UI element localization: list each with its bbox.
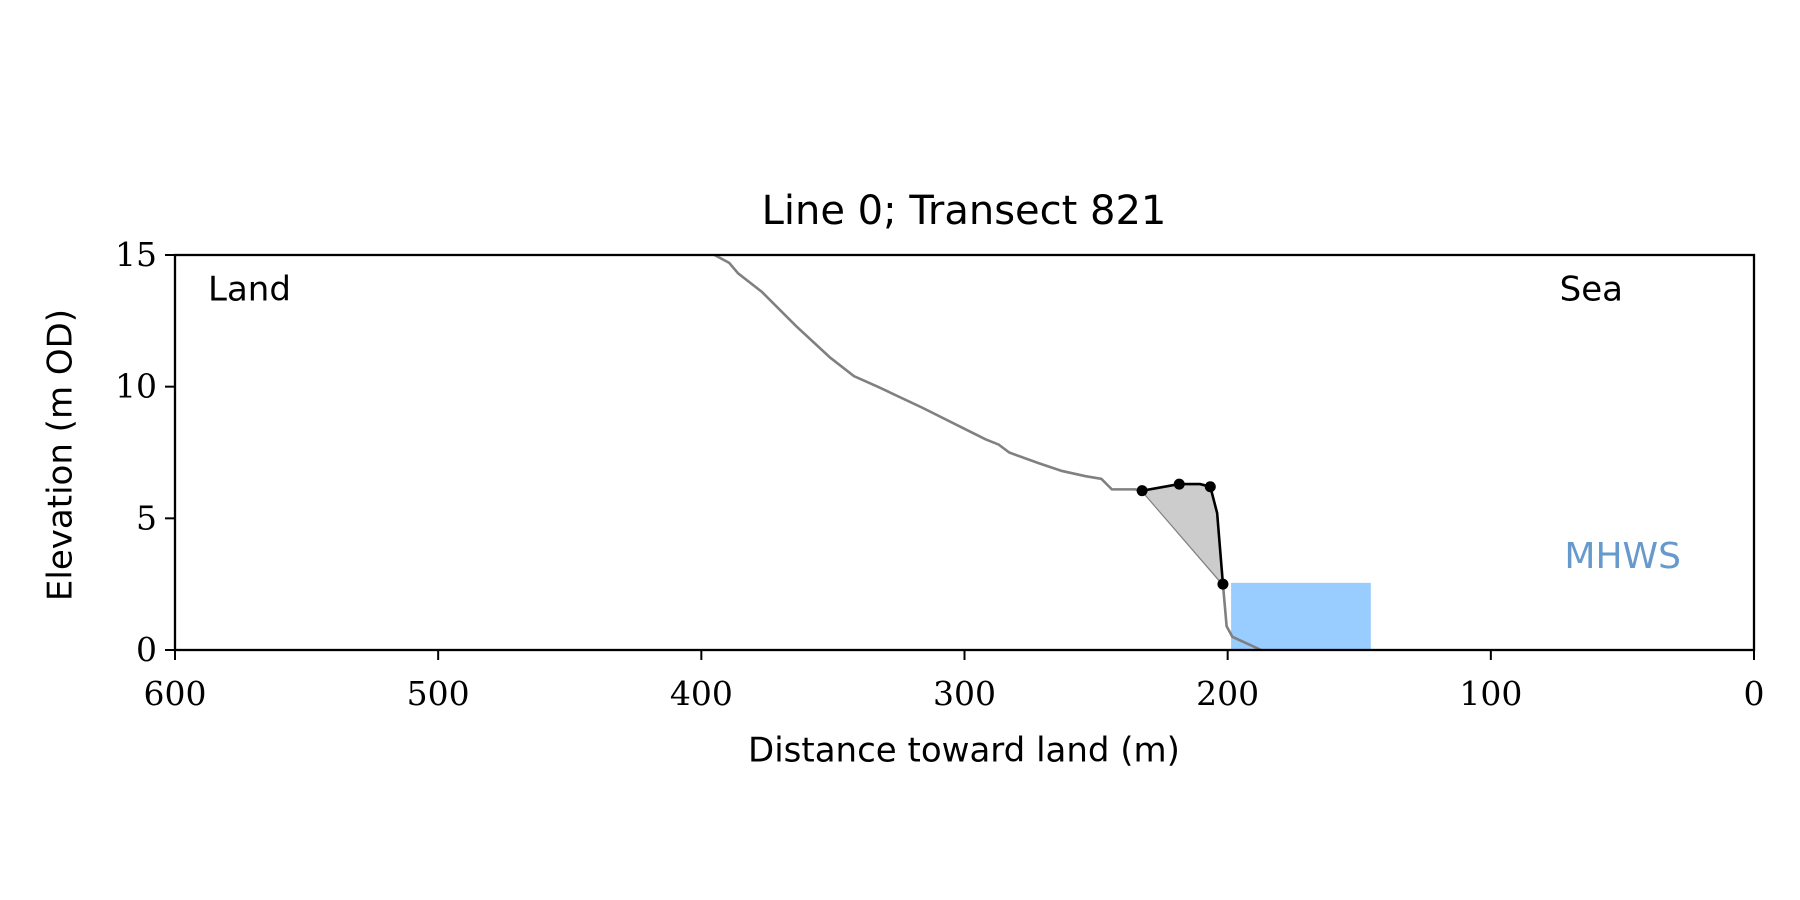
x-tick-label: 600 — [144, 674, 207, 713]
x-tick-label: 0 — [1744, 674, 1765, 713]
annotation: Land — [208, 270, 291, 310]
y-tick-label: 5 — [136, 498, 157, 537]
plot-frame — [173, 253, 1756, 652]
mhws-label: MHWS — [1564, 536, 1681, 577]
chart-title: Line 0; Transect 821 — [762, 188, 1167, 234]
profile-line — [713, 253, 1262, 652]
y-axis-label: Elevation (m OD) — [41, 309, 81, 601]
cliff-area — [1142, 484, 1223, 585]
x-tick-label: 200 — [1196, 674, 1259, 713]
mhws-band — [1231, 582, 1371, 650]
marker — [1136, 485, 1148, 497]
x-tick-label: 500 — [407, 674, 470, 713]
x-tick-label: 100 — [1459, 674, 1522, 713]
marker — [1204, 481, 1216, 493]
marker — [1217, 578, 1229, 590]
y-tick-label: 15 — [115, 235, 157, 274]
x-tick-label: 300 — [933, 674, 996, 713]
annotation: Sea — [1560, 270, 1623, 310]
y-tick-label: 10 — [115, 367, 157, 406]
y-tick-label: 0 — [136, 630, 157, 669]
x-axis-label: Distance toward land (m) — [748, 731, 1180, 771]
marker — [1173, 478, 1185, 490]
x-tick-label: 400 — [670, 674, 733, 713]
